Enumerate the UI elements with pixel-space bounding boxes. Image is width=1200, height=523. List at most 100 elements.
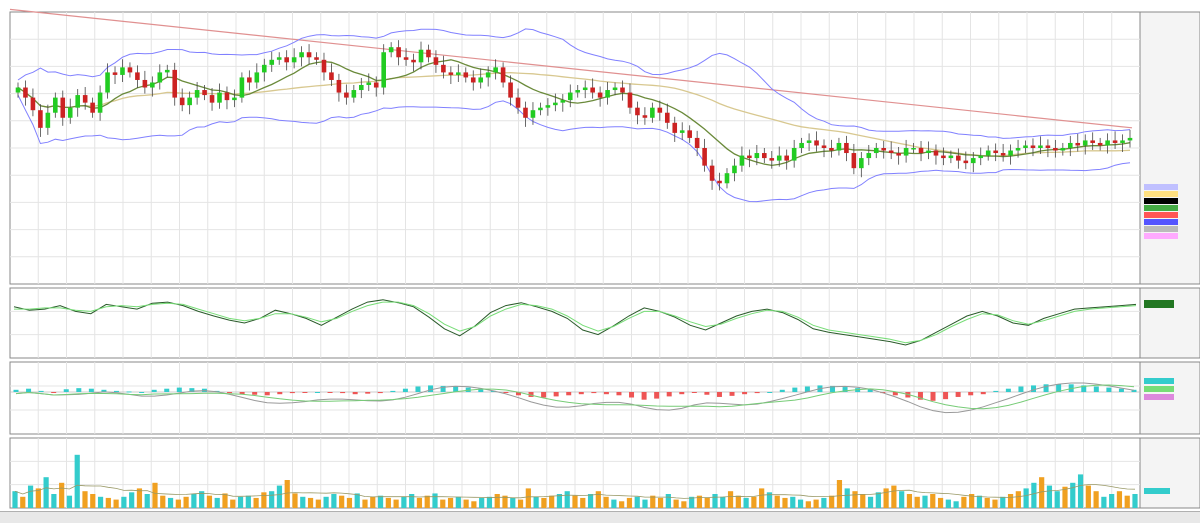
macd-bar [13,389,19,392]
volume-bar [759,488,765,508]
macd-bar [917,392,923,400]
candle-body [650,107,655,118]
volume-bar [354,493,360,508]
volume-bar [486,496,493,508]
candle-body [590,87,595,93]
volume-bar [82,491,88,508]
volume-bar [1000,496,1006,508]
volume-bar [339,495,345,508]
candle-body [478,77,484,83]
macd-bar [842,387,848,392]
volume-bar [300,496,306,508]
candle-body [105,72,110,93]
volume-bar [619,501,625,508]
volume-bar [494,494,500,508]
candle-body [575,90,581,93]
volume-bar [774,495,780,508]
panel-frames [9,11,1200,509]
axis-value-tag [1144,226,1178,232]
macd-bar [402,388,408,392]
volume-bar [517,499,524,508]
candle-body [82,95,88,103]
volume-bar [1054,491,1060,508]
candle-body [567,92,573,101]
candle-body [508,82,513,98]
volume-bar [206,495,213,508]
volume-bar [727,491,734,508]
ma-short-line [17,59,1131,167]
volume-bar [821,497,827,508]
volume-bar [852,491,858,508]
macd-bar [955,392,961,397]
stochastic-line-2 [14,301,1137,344]
candle-body [373,82,379,88]
volume-bar [463,499,469,508]
volume-bar [245,495,251,508]
candle-body [366,82,372,85]
volume-bar [992,499,998,508]
volume-bar [292,493,298,508]
volume-bar [867,496,874,508]
candle-body [500,67,506,83]
volume-bar [20,496,26,508]
volume-bar [790,496,796,508]
candle-body [888,150,894,154]
macd-bar [629,392,635,398]
candle-body [1045,145,1051,148]
candle-body [30,97,36,111]
volume-bar [922,495,928,508]
candle-body [956,155,961,161]
volume-bar [331,494,337,508]
volume-bar [1015,491,1021,508]
candle-body [261,64,267,73]
macd-bar [113,390,119,392]
candle-body [859,158,864,169]
candle-body [314,57,319,60]
candle-body [963,160,969,164]
candle-body [642,115,648,118]
volume-bar [751,496,757,508]
macd-bar [51,392,57,393]
volume-bar [144,494,150,508]
volume-bar [479,497,485,508]
candle-body [911,148,916,150]
volume-bar [541,497,547,508]
volume-bar [362,499,368,508]
volume-bar [766,492,773,508]
volume-bar [1101,496,1107,508]
candle-body [836,142,842,151]
volume-bar [1007,494,1014,508]
volume-bar [152,482,158,508]
candle-body [448,72,454,75]
macd-bar [679,392,685,395]
volume-bar [743,497,749,508]
candle-body [1008,150,1013,156]
candle-body [709,165,715,181]
axis-value-tag [1144,212,1178,218]
volume-bars [12,454,1138,508]
volume-bar [307,497,314,508]
macd-bar [1056,384,1062,392]
macd-bar [327,392,333,393]
macd-bar [126,391,132,393]
volume-bar [160,495,166,508]
axis-frame-price [1139,11,1200,285]
candle-body [1090,140,1095,143]
volume-bar [276,485,283,508]
candle-body [799,142,804,148]
candle-body [918,148,924,154]
macd-bar [930,392,936,401]
panel-grids [10,12,1140,508]
volume-bar [214,497,220,508]
axis-value-tag [1144,205,1178,211]
candle-body [411,59,416,63]
candle-body [597,92,603,98]
right-axis-tags [1144,184,1178,494]
volume-bar [1093,491,1099,508]
candle-body [1023,145,1028,148]
candle-body [23,87,28,98]
volume-bar [393,499,399,508]
volume-bar [175,499,181,508]
candle-body [873,148,879,154]
volume-bar [696,495,703,508]
